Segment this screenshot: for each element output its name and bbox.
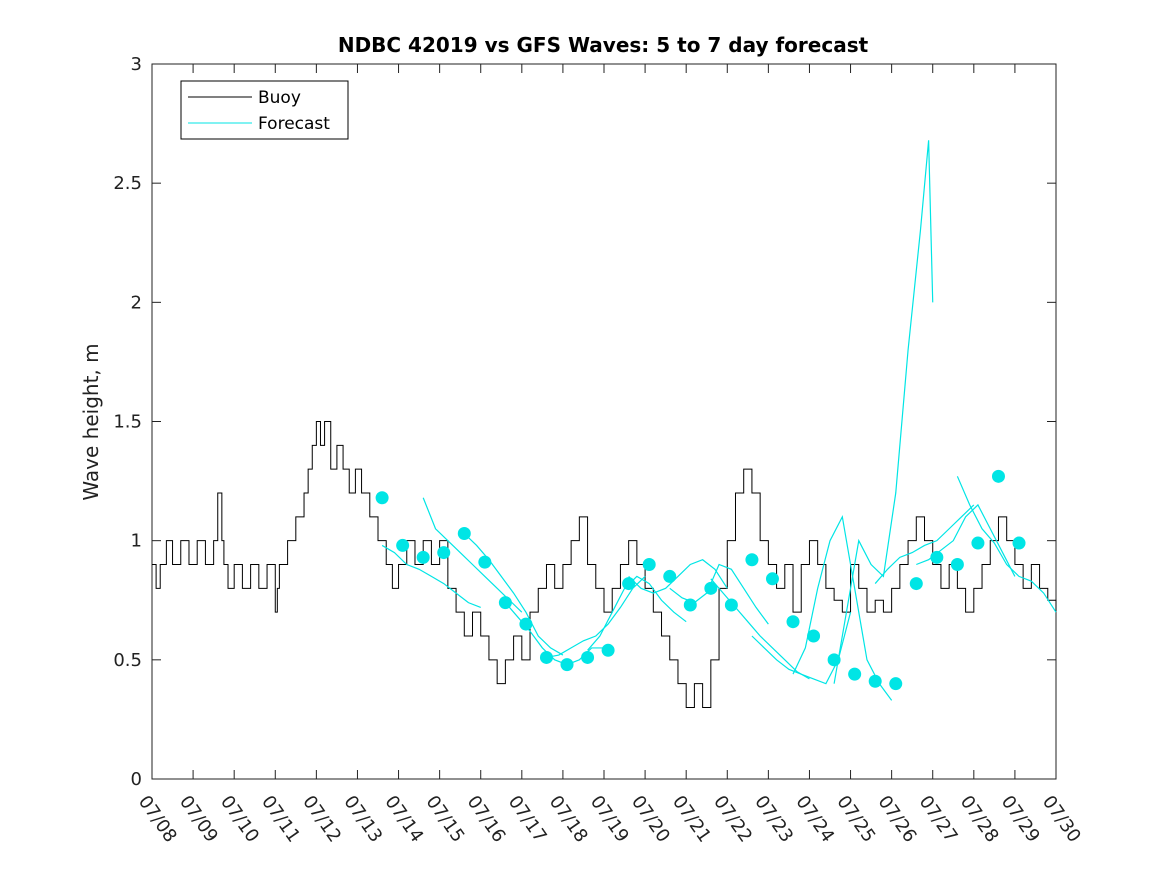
x-tick-label: 07/11: [257, 792, 304, 847]
forecast-marker: [827, 653, 841, 667]
forecast-marker: [745, 553, 759, 567]
x-tick-label: 07/28: [956, 792, 1003, 847]
forecast-run-line: [587, 575, 687, 651]
buoy-series-line: [152, 421, 1057, 708]
forecast-marker: [868, 674, 882, 688]
forecast-marker: [642, 558, 656, 571]
x-tick-label: 07/27: [915, 792, 962, 847]
legend-box: [180, 80, 349, 140]
forecast-run-line: [628, 559, 728, 594]
forecast-marker: [601, 643, 615, 657]
forecast-marker: [786, 615, 800, 629]
forecast-marker: [909, 577, 923, 591]
x-tick-label: 07/15: [422, 792, 469, 847]
y-tick-label: 2.5: [113, 173, 142, 194]
forecast-marker: [889, 677, 903, 691]
forecast-marker: [581, 650, 595, 664]
x-tick-label: 07/17: [504, 792, 551, 847]
forecast-run-line: [463, 533, 564, 656]
forecast-marker: [498, 596, 512, 610]
forecast-marker: [622, 577, 636, 591]
x-tick-label: 07/10: [216, 792, 263, 847]
forecast-marker: [971, 536, 985, 550]
chart-title: NDBC 42019 vs GFS Waves: 5 to 7 day fore…: [338, 33, 869, 57]
forecast-marker: [848, 667, 862, 681]
forecast-marker: [765, 572, 779, 586]
x-tick-label: 07/08: [134, 792, 181, 847]
forecast-marker: [519, 617, 533, 631]
forecast-run-line: [833, 140, 934, 684]
x-tick-label: 07/29: [997, 792, 1044, 847]
x-tick-label: 07/20: [627, 792, 674, 847]
y-tick-label: 1: [131, 531, 142, 552]
forecast-marker: [437, 546, 451, 560]
forecast-marker: [991, 469, 1005, 483]
legend-buoy-label: Buoy: [258, 88, 301, 108]
x-tick-label: 07/30: [1038, 792, 1085, 847]
forecast-marker: [1012, 536, 1026, 550]
legend-forecast-label: Forecast: [258, 114, 330, 134]
x-tick-label: 07/12: [298, 792, 345, 847]
plot-frame: [151, 63, 1057, 780]
forecast-marker: [539, 650, 553, 664]
x-tick-label: 07/09: [175, 792, 222, 847]
y-tick-label: 0.5: [113, 650, 142, 671]
x-tick-label: 07/25: [832, 792, 879, 847]
x-tick-label: 07/22: [709, 792, 756, 847]
forecast-marker: [663, 569, 677, 583]
forecast-run-line: [710, 578, 810, 680]
forecast-marker: [416, 550, 430, 564]
y-tick-label: 0: [131, 769, 142, 790]
x-tick-label: 07/23: [750, 792, 797, 847]
forecast-marker: [560, 658, 574, 672]
forecast-run-line: [381, 544, 481, 608]
forecast-run-line: [751, 612, 852, 685]
x-tick-label: 07/21: [668, 792, 715, 847]
forecast-marker: [950, 558, 964, 571]
x-tick-label: 07/19: [586, 792, 633, 847]
forecast-marker: [704, 581, 718, 595]
forecast-marker: [724, 598, 738, 612]
plot-area: 00.511.522.5307/0807/0907/1007/1107/1207…: [113, 54, 1085, 846]
legend: Buoy Forecast: [180, 80, 349, 140]
forecast-run-line: [874, 504, 975, 584]
forecast-run-line: [546, 575, 646, 659]
x-tick-label: 07/26: [874, 792, 921, 847]
x-tick-label: 07/16: [463, 792, 510, 847]
forecast-marker: [807, 629, 821, 643]
x-tick-label: 07/14: [380, 792, 427, 847]
x-tick-label: 07/24: [791, 792, 838, 847]
forecast-marker: [375, 491, 389, 505]
y-tick-label: 1.5: [113, 412, 142, 433]
forecast-run-line: [956, 476, 1057, 613]
y-tick-label: 3: [131, 54, 142, 75]
y-tick-label: 2: [131, 292, 142, 313]
x-tick-label: 07/13: [339, 792, 386, 847]
forecast-marker: [683, 598, 697, 612]
forecast-marker: [396, 538, 410, 552]
forecast-marker: [457, 527, 471, 541]
forecast-run-line: [669, 563, 769, 625]
forecast-marker: [930, 550, 944, 564]
x-tick-label: 07/18: [545, 792, 592, 847]
y-axis-label: Wave height, m: [79, 343, 103, 500]
forecast-marker: [478, 555, 492, 569]
